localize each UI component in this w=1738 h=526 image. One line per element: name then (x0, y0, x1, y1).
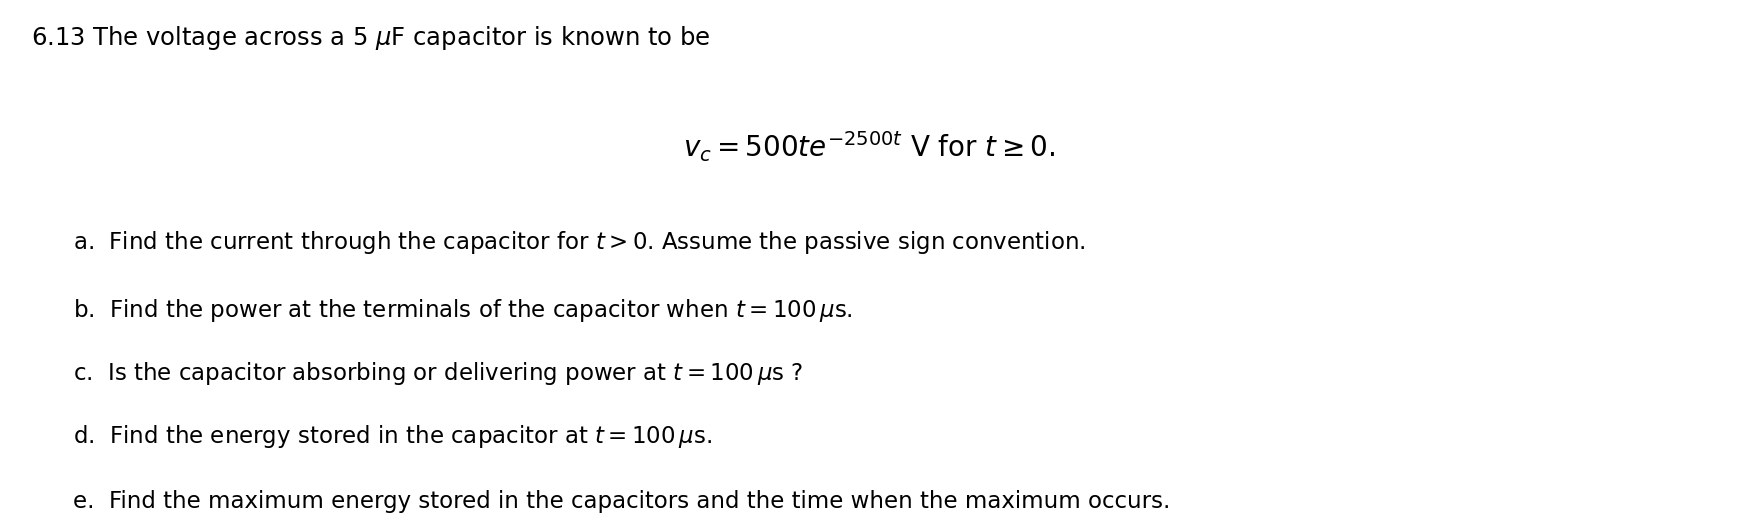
Text: c.  Is the capacitor absorbing or delivering power at $t = 100\,\mu$s ?: c. Is the capacitor absorbing or deliver… (73, 360, 803, 387)
Text: e.  Find the maximum energy stored in the capacitors and the time when the maxim: e. Find the maximum energy stored in the… (73, 490, 1170, 513)
Text: 6.13 The voltage across a 5 $\mu$F capacitor is known to be: 6.13 The voltage across a 5 $\mu$F capac… (31, 24, 711, 52)
Text: b.  Find the power at the terminals of the capacitor when $t = 100\,\mu$s.: b. Find the power at the terminals of th… (73, 297, 853, 324)
Text: a.  Find the current through the capacitor for $t > 0$. Assume the passive sign : a. Find the current through the capacito… (73, 229, 1086, 256)
Text: d.  Find the energy stored in the capacitor at $t = 100\,\mu$s.: d. Find the energy stored in the capacit… (73, 423, 713, 450)
Text: $v_c = 500te^{-2500t}$ V for $t \geq 0.$: $v_c = 500te^{-2500t}$ V for $t \geq 0.$ (683, 129, 1055, 164)
